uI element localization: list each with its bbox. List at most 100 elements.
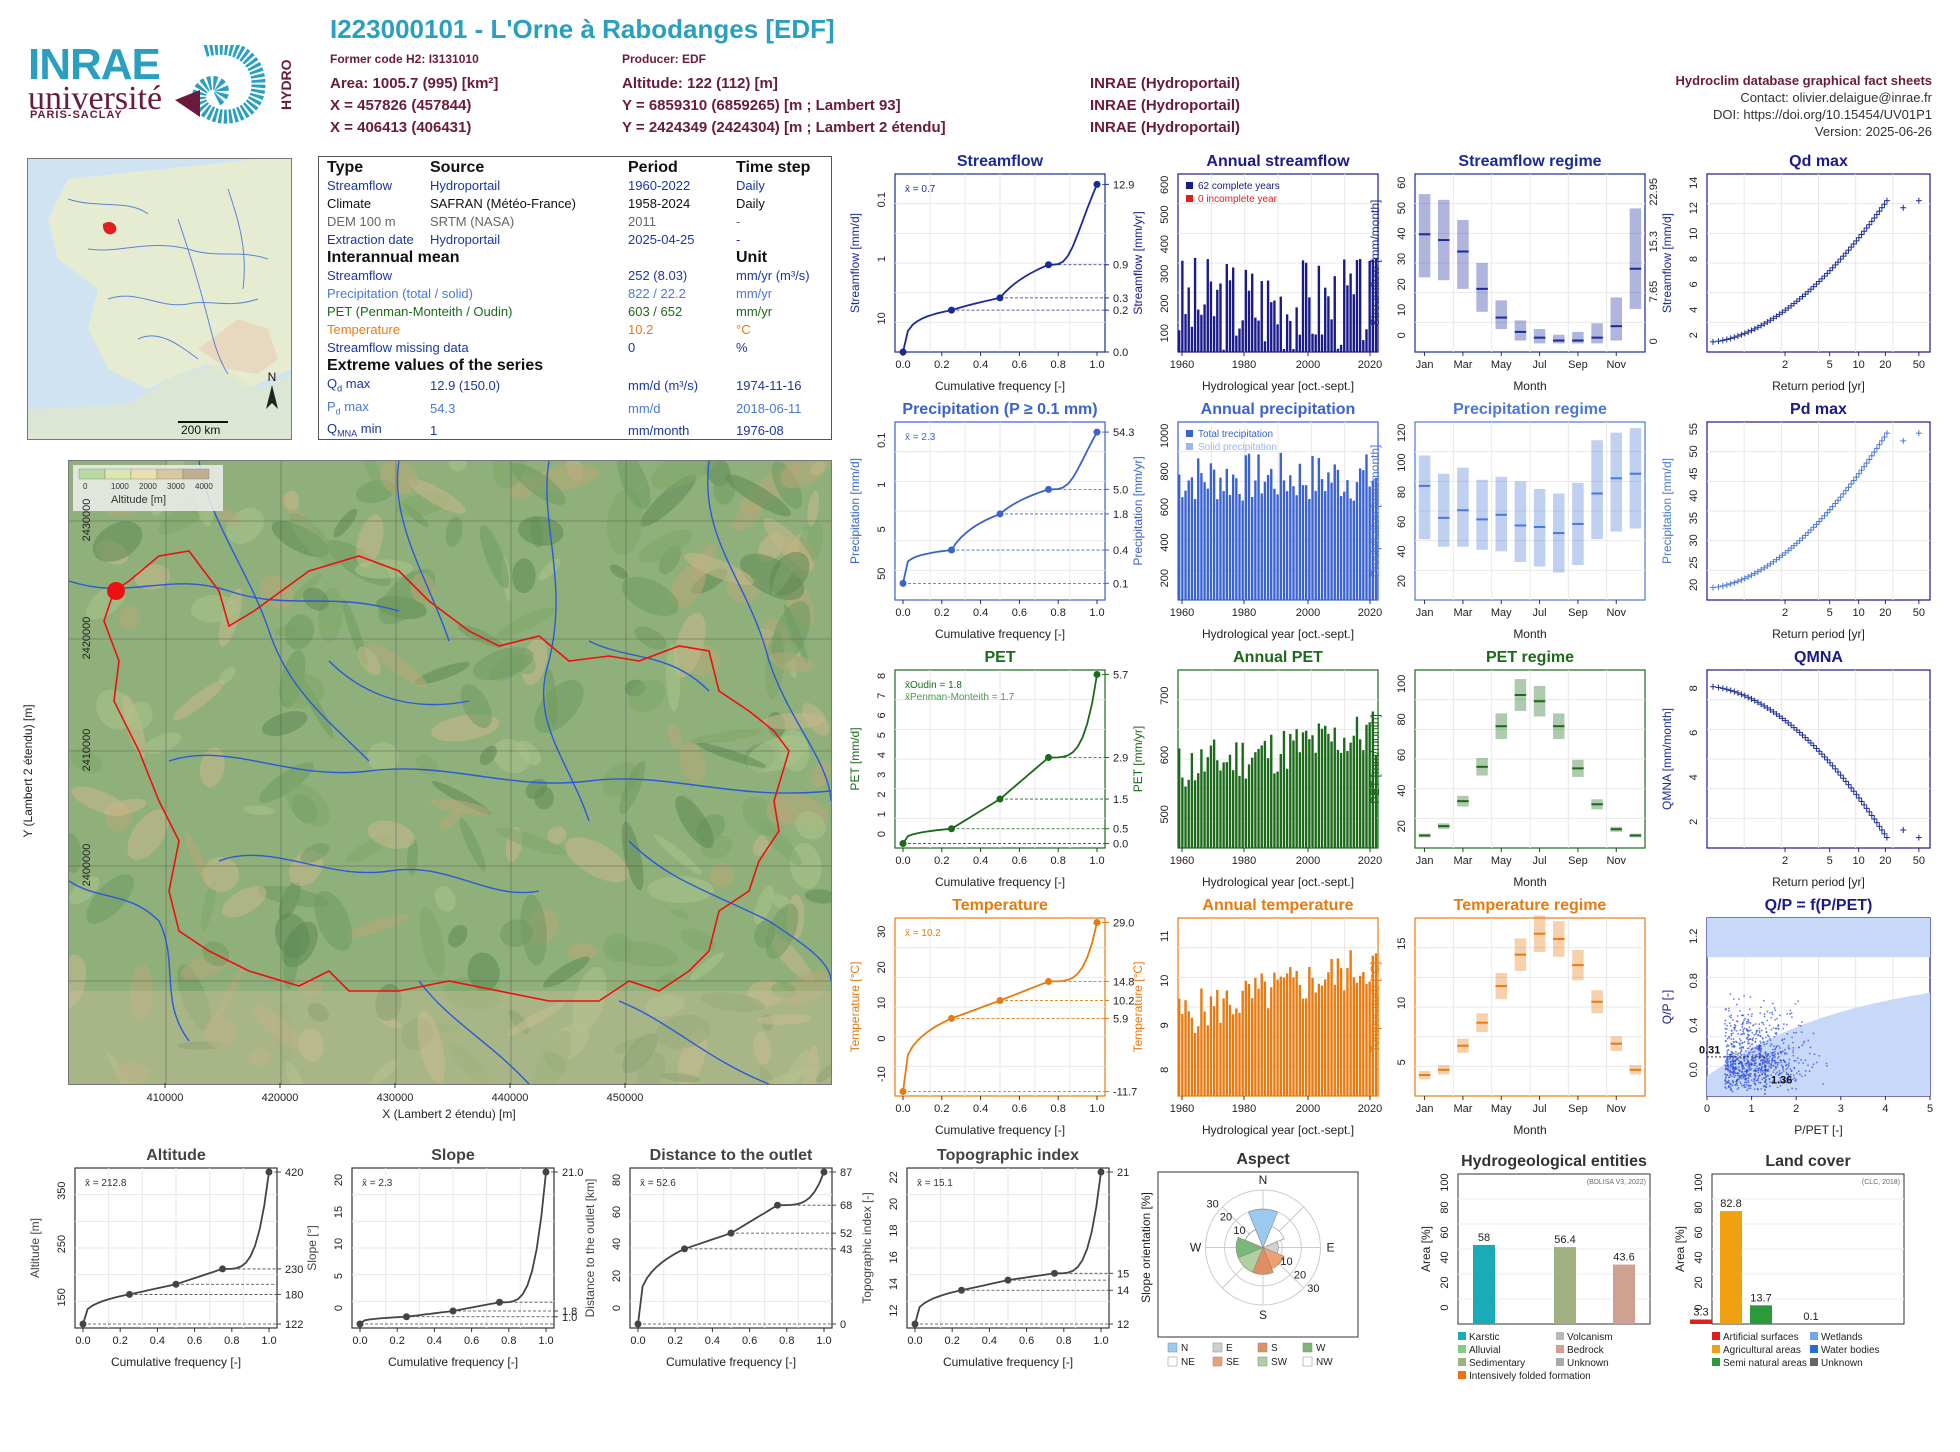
pet_cdf-xtick-2: 0.4 [973, 855, 988, 867]
streamflow_cdf-rtick-3: 0.2 [1113, 305, 1128, 317]
precip_regime-xlabel: Month [1513, 627, 1546, 641]
annual_precip-title: Annual precipitation [1201, 401, 1356, 418]
annual_pet-bar-41 [1308, 739, 1310, 848]
qmna-xlabel: Return period [yr] [1772, 875, 1865, 889]
annual_temp-bar-16 [1229, 1005, 1231, 1096]
annual_streamflow-xtick-1: 1980 [1232, 359, 1256, 371]
precip_regime-ytick-1: 40 [1396, 545, 1408, 557]
landcover-legend-1: Wetlands [1821, 1332, 1863, 1343]
extreme-unit-2: mm/month [624, 420, 732, 443]
annual_temp-bar-5 [1194, 1033, 1196, 1096]
annual_streamflow-bar-43 [1315, 334, 1317, 352]
aspect-legend-6: SW [1271, 1357, 1288, 1368]
precip_cdf-mean: x̄ = 2.3 [905, 432, 936, 443]
pd_max-ylabel: Precipitation [mm/d] [1660, 458, 1674, 564]
slope_cdf-xtick-2: 0.4 [427, 1335, 442, 1347]
distance_cdf-point-1 [681, 1245, 688, 1252]
annual_pet-xlabel: Hydrological year [oct.-sept.] [1202, 875, 1354, 889]
pet_cdf-ytick-1: 1 [876, 811, 888, 817]
distance_cdf-ytick-2: 40 [611, 1238, 623, 1250]
temp_cdf-xlabel: Cumulative frequency [-] [935, 1123, 1065, 1137]
slope_cdf-point-4 [543, 1169, 550, 1176]
streamflow_cdf-rtick-2: 0.3 [1113, 293, 1128, 305]
legend-tick-4: 4000 [195, 482, 213, 491]
streamflow_regime-box-2 [1457, 220, 1469, 289]
annual_streamflow-bar-41 [1308, 297, 1310, 352]
topo_cdf-rtick-1: 15 [1117, 1268, 1129, 1280]
annual_temp-ytick-1: 9 [1159, 1022, 1171, 1028]
aspect-dir-E: E [1326, 1241, 1334, 1255]
annual_streamflow-ytick-1: 200 [1159, 294, 1171, 312]
distance_cdf-xtick-5: 1.0 [816, 1335, 831, 1347]
annual_streamflow-bar-53 [1346, 285, 1348, 352]
hydrogeo-legend-3: Bedrock [1567, 1345, 1605, 1356]
info-type-2: DEM 100 m [323, 213, 426, 231]
qd_max-title: Qd max [1789, 153, 1848, 170]
annual_pet-bar-8 [1203, 771, 1205, 848]
mean-value-4: 0 [624, 339, 732, 357]
annual_precip-bar-42 [1311, 456, 1313, 600]
temp_regime-title: Temperature regime [1454, 897, 1607, 914]
annual_temp-xtick-1: 1980 [1232, 1103, 1256, 1115]
h-unit: Unit [732, 249, 814, 267]
annual_precip-bar-31 [1276, 494, 1278, 600]
extreme-value-0: 12.9 (150.0) [426, 375, 624, 398]
hydrogeo-label-0: 58 [1478, 1232, 1490, 1244]
pet_cdf-rtick-0: 5.7 [1113, 669, 1128, 681]
qp_ppet-annot1: 0.31 [1699, 1044, 1720, 1056]
hydrogeo-ylabel: Area [%] [1419, 1226, 1433, 1272]
annual_temp-bar-50 [1337, 958, 1339, 1096]
pd_max-ytick-2: 30 [1688, 534, 1700, 546]
topo_cdf-xlabel: Cumulative frequency [-] [943, 1355, 1073, 1369]
temp_cdf-ytick-0: -10 [876, 1066, 888, 1082]
temp_regime-ytick-1: 10 [1396, 997, 1408, 1009]
qd_max-xtick-4: 50 [1913, 359, 1925, 371]
distance_cdf-rtick-4: 0 [840, 1319, 846, 1331]
distance_cdf-xtick-2: 0.4 [705, 1335, 720, 1347]
annual_pet-bar-47 [1327, 734, 1329, 848]
annual_streamflow-title: Annual streamflow [1206, 153, 1350, 170]
topo_cdf-point-0 [912, 1321, 919, 1328]
annual_temp-bar-15 [1226, 990, 1228, 1096]
annual_pet-bar-32 [1280, 754, 1282, 848]
temp_cdf-title: Temperature [952, 897, 1048, 914]
altitude_cdf-title: Altitude [146, 1147, 206, 1164]
pet_regime-ytick-2: 60 [1396, 749, 1408, 761]
annual_temp-bar-1 [1181, 1014, 1183, 1096]
annual_streamflow-bar-7 [1200, 315, 1202, 352]
annual_precip-bar-44 [1318, 458, 1320, 600]
annual_temp-bar-27 [1264, 981, 1266, 1096]
annual_temp-bar-3 [1188, 1011, 1190, 1096]
annual_streamflow-ytick-0: 100 [1159, 324, 1171, 342]
annual_precip-bar-32 [1280, 453, 1282, 600]
pd_max-title: Pd max [1790, 401, 1847, 418]
landcover-legend-4: Semi natural areas [1723, 1358, 1807, 1369]
annual_precip-bar-24 [1254, 480, 1256, 600]
landcover-legend-5: Unknown [1821, 1358, 1863, 1369]
annual_streamflow-ytick-3: 400 [1159, 235, 1171, 253]
pd_max-xlabel: Return period [yr] [1772, 627, 1865, 641]
distance_cdf-ytick-3: 60 [611, 1206, 623, 1218]
streamflow_cdf-ytick-1: 1 [876, 256, 888, 262]
precip_cdf-title: Precipitation (P ≥ 0.1 mm) [902, 401, 1097, 418]
pd_max-ytick-6: 50 [1688, 445, 1700, 457]
topo_cdf-point-4 [1098, 1169, 1105, 1176]
qp_ppet-xtick-5: 5 [1927, 1103, 1933, 1115]
slope_cdf-xlabel: Cumulative frequency [-] [388, 1355, 518, 1369]
annual_streamflow-xtick-2: 2000 [1296, 359, 1320, 371]
mean-name-3: Temperature [323, 321, 624, 339]
precip_regime-xtick-5: Nov [1606, 607, 1626, 619]
qd_max-xlabel: Return period [yr] [1772, 379, 1865, 393]
topo_cdf-ytick-1: 14 [888, 1278, 900, 1290]
qp_ppet-xtick-2: 2 [1793, 1103, 1799, 1115]
annual_streamflow-ytick-5: 600 [1159, 176, 1171, 194]
info-step-1: Daily [732, 195, 814, 213]
streamflow_regime-rtick-3: 0 [1648, 338, 1660, 344]
annual_streamflow-bar-3 [1188, 287, 1190, 352]
landcover-bar-1 [1720, 1211, 1742, 1324]
aspect-rtick-b-0: 10 [1233, 1225, 1245, 1237]
landcover-ytick-1: 20 [1693, 1276, 1705, 1288]
annual_streamflow-bar-8 [1203, 304, 1205, 352]
info-type-0: Streamflow [323, 177, 426, 195]
